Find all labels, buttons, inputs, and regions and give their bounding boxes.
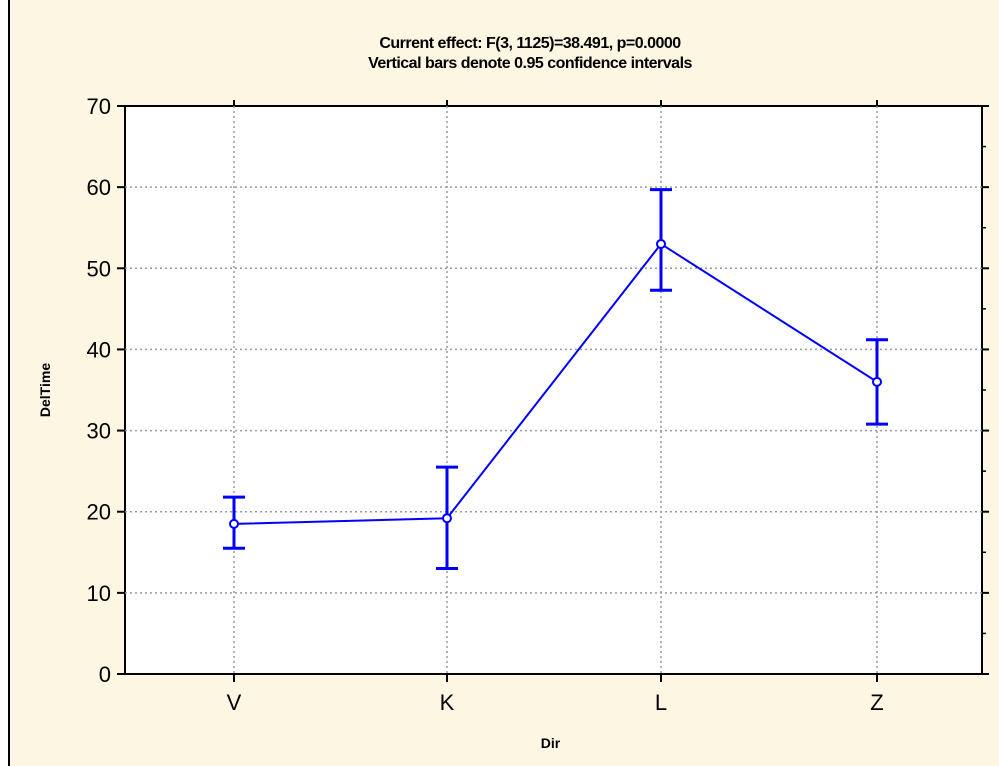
axis-layer: 0 10 20 30 40 50 60 70 V K L Z — [87, 94, 989, 715]
y-tick-label: 30 — [87, 419, 111, 444]
data-point — [229, 518, 239, 529]
x-tick-label: K — [440, 690, 455, 715]
plot-area — [124, 105, 983, 675]
data-point — [656, 238, 666, 249]
x-tick-label: Z — [870, 690, 883, 715]
y-axis-title: DelTime — [37, 363, 53, 417]
data-point — [872, 376, 882, 387]
series-line — [233, 242, 878, 525]
x-axis-title: Dir — [541, 735, 561, 751]
chart-subtitle: Vertical bars denote 0.95 confidence int… — [368, 55, 692, 72]
y-tick-label: 60 — [87, 175, 111, 200]
chart-frame: Current effect: F(3, 1125)=38.491, p=0.0… — [8, 0, 999, 766]
x-tick-label: L — [655, 690, 667, 715]
y-tick-label: 10 — [87, 581, 111, 606]
y-tick-label: 20 — [87, 500, 111, 525]
chart-title: Current effect: F(3, 1125)=38.491, p=0.0… — [379, 35, 681, 52]
y-tick-label: 50 — [87, 256, 111, 281]
y-tick-label: 0 — [99, 662, 111, 687]
x-tick-label: V — [227, 690, 242, 715]
chart-svg: Current effect: F(3, 1125)=38.491, p=0.0… — [37, 35, 989, 751]
y-tick-label: 40 — [87, 337, 111, 362]
data-point — [442, 513, 452, 524]
y-tick-label: 70 — [87, 94, 111, 119]
series-layer — [223, 188, 888, 571]
